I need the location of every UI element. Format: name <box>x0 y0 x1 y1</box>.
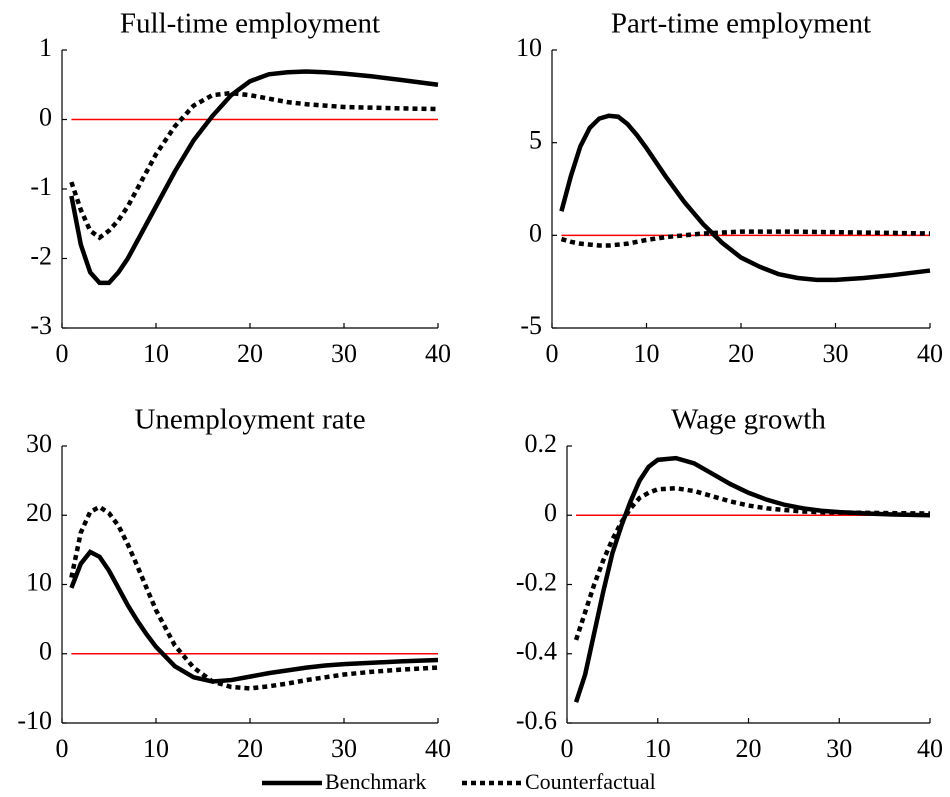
y-tick-label: -5 <box>520 311 542 340</box>
y-tick-label: 20 <box>26 498 52 527</box>
x-tick-label: 20 <box>728 339 754 368</box>
series-line <box>69 69 439 286</box>
x-tick-label: 10 <box>645 734 671 763</box>
x-tick-label: 20 <box>237 339 263 368</box>
x-tick-label: 10 <box>143 339 169 368</box>
x-tick-label: 40 <box>917 339 943 368</box>
chart-title: Unemployment rate <box>134 404 365 436</box>
x-tick-label: 30 <box>826 734 852 763</box>
chart-title: Wage growth <box>671 404 826 436</box>
y-tick-label: -1 <box>30 172 52 201</box>
chart-title: Full-time employment <box>120 8 380 40</box>
y-tick-label: 10 <box>516 33 542 62</box>
x-tick-label: 30 <box>331 734 357 763</box>
x-tick-label: 0 <box>56 339 69 368</box>
series-line <box>573 455 931 703</box>
y-tick-label: -0.6 <box>516 706 557 735</box>
series-line <box>573 485 931 641</box>
y-tick-label: 0 <box>529 218 542 247</box>
y-tick-label: -0.2 <box>516 567 557 596</box>
x-tick-label: 0 <box>546 339 559 368</box>
y-tick-label: 5 <box>529 126 542 155</box>
x-tick-label: 0 <box>56 734 69 763</box>
y-tick-label: 0 <box>544 498 557 527</box>
x-tick-label: 30 <box>823 339 849 368</box>
x-tick-label: 10 <box>143 734 169 763</box>
x-tick-label: 30 <box>331 339 357 368</box>
chart-title: Part-time employment <box>611 8 871 40</box>
x-tick-label: 10 <box>634 339 660 368</box>
x-tick-label: 20 <box>736 734 762 763</box>
y-tick-label: -0.4 <box>516 637 557 666</box>
series-line <box>69 90 439 241</box>
x-tick-label: 0 <box>561 734 574 763</box>
x-tick-label: 40 <box>917 734 943 763</box>
y-tick-label: -2 <box>30 241 52 270</box>
y-tick-label: 0.2 <box>525 429 558 458</box>
y-tick-label: 30 <box>26 429 52 458</box>
y-tick-label: 0 <box>39 637 52 666</box>
series-line <box>560 229 931 248</box>
y-tick-label: -10 <box>17 706 52 735</box>
x-tick-label: 40 <box>425 339 451 368</box>
series-line <box>559 113 931 283</box>
x-tick-label: 40 <box>425 734 451 763</box>
legend-label: Benchmark <box>325 769 426 794</box>
y-tick-label: 10 <box>26 567 52 596</box>
y-tick-label: -3 <box>30 311 52 340</box>
legend-label: Counterfactual <box>525 769 656 794</box>
y-tick-label: 0 <box>39 102 52 131</box>
x-tick-label: 20 <box>237 734 263 763</box>
series-line <box>69 549 439 684</box>
y-tick-label: 1 <box>39 33 52 62</box>
